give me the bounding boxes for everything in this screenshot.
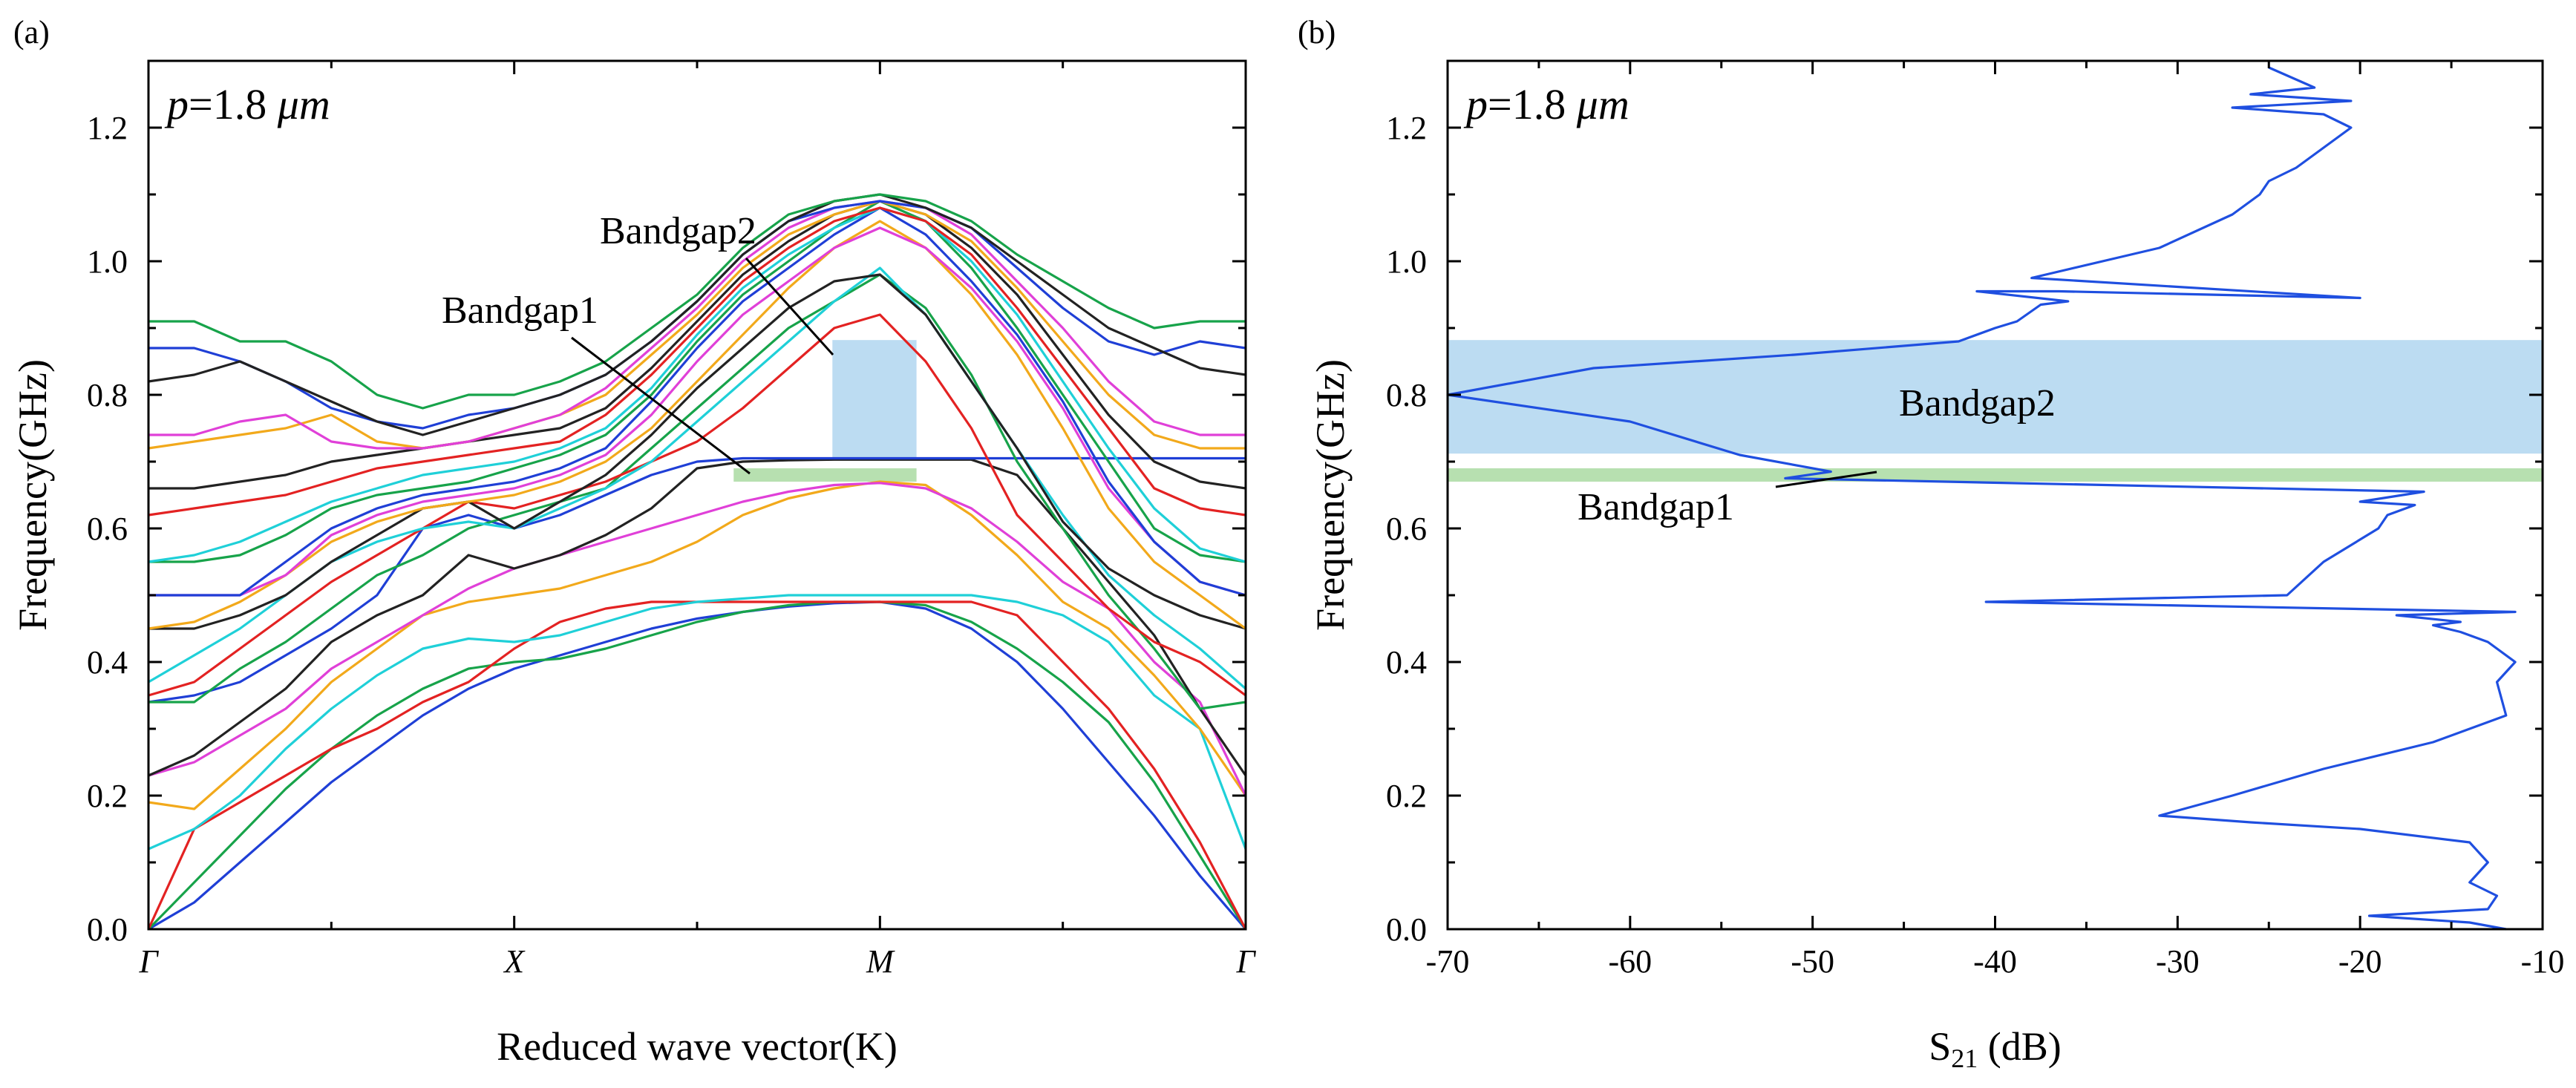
panel-b-xlabel-rest: (dB) (1978, 1024, 2061, 1069)
panel-a-bandgap-1 (733, 468, 917, 482)
panel-a-bandgaps (733, 340, 917, 482)
panel-a-bandgap1-label: Bandgap1 (442, 289, 598, 332)
panel-b-x-tick-label: -70 (1426, 943, 1470, 980)
panel-a-band-line-16 (148, 200, 1246, 563)
panel-a-bandgap1-leader (571, 336, 751, 475)
panel-a-band-line-23 (148, 193, 1246, 436)
panel-a-y-tick-label: 0.0 (87, 911, 128, 948)
panel-a-param-unit: μm (277, 80, 330, 128)
panel-b-annotations: Bandgap2 Bandgap1 (1578, 382, 2056, 528)
panel-a-band-line-6 (148, 482, 1247, 796)
panel-b-series (1446, 66, 2517, 931)
panel-a-label: (a) (13, 14, 50, 50)
panel-a-band-line-14 (148, 226, 1246, 597)
panel-a-y-tick-label: 0.4 (87, 644, 128, 681)
panel-a-band-line-8 (148, 456, 1246, 704)
panel-a-band-line-1 (148, 600, 1247, 931)
panel-b-x-tick-label: -60 (1609, 943, 1653, 980)
panel-a-bandgap2-label: Bandgap2 (600, 210, 756, 252)
panel-b-bandgap1-leader (1775, 471, 1877, 488)
panel-a-parameter: p=1.8 μm (164, 80, 330, 128)
panel-b-x-axis-label: S21 (dB) (1929, 1024, 2062, 1073)
panel-b-x-tick-label: -10 (2521, 943, 2565, 980)
panel-b-x-tick-label: -40 (1973, 943, 2017, 980)
panel-b-y-tick-label: 0.2 (1386, 778, 1427, 814)
panel-b-y-tick-label: 0.4 (1386, 644, 1427, 681)
panel-a-band-line-13 (148, 220, 1246, 630)
panel-a-band-line-10 (148, 313, 1246, 697)
panel-b-ticks: 0.0 0.2 0.4 0.6 0.8 1.0 1.2 -70 -60 -50 -40 -30 -20 -… (1386, 61, 2564, 980)
panel-a-y-tick-label: 0.6 (87, 511, 128, 547)
panel-a-band-line-20 (148, 200, 1246, 450)
panel-b-x-tick-label: -50 (1791, 943, 1834, 980)
panel-a-x-tick-label: Γ (138, 943, 159, 980)
panel-a-y-tick-label: 1.2 (87, 110, 128, 146)
panel-a-y-tick-label: 0.2 (87, 778, 128, 814)
panel-a-band-line-19 (148, 200, 1246, 490)
panel-a-band-line-18 (148, 206, 1246, 517)
panel-a-band-line-9 (148, 273, 1246, 710)
panel-b-s21-line (1446, 66, 2517, 931)
panel-a-y-tick-label: 1.0 (87, 243, 128, 280)
panel-a-param-text: =1.8 (189, 80, 278, 128)
panel-b-y-axis-label: Frequency(GHz) (1308, 359, 1353, 631)
panel-b-y-tick-label: 0.8 (1386, 377, 1427, 413)
panel-b-y-tick-label: 0.6 (1386, 511, 1427, 547)
panel-a-band-line-4 (148, 594, 1247, 851)
panel-a-band-line-12 (148, 273, 1246, 630)
panel-b-x-tick-label: -20 (2338, 943, 2382, 980)
panel-a-x-tick-label: X (503, 943, 526, 980)
panel-b-y-tick-label: 1.0 (1386, 243, 1427, 280)
panel-b-param-var: p (1463, 80, 1488, 128)
panel-b-bandgap1-label: Bandgap1 (1578, 486, 1734, 528)
panel-a-band-line-24 (148, 193, 1246, 410)
panel-b-xlabel-sub: 21 (1951, 1043, 1978, 1073)
panel-a-series (147, 193, 1247, 931)
panel-b-y-tick-label: 0.0 (1386, 911, 1427, 948)
panel-b-bandgap-2 (1448, 340, 2543, 454)
panel-b: (b) Bandgap2 Bandgap1 0.0 0.2 0.4 0.6 0.8 1.0 1… (1298, 14, 2564, 1073)
panel-a-param-var: p (164, 80, 189, 128)
panel-a-ticks: 0.0 0.2 0.4 0.6 0.8 1.0 1.2 Γ X M Γ (87, 61, 1256, 980)
panel-b-parameter: p=1.8 μm (1463, 80, 1629, 128)
panel-a-bandgap-2 (832, 340, 917, 459)
panel-a-band-line-21 (148, 200, 1246, 450)
panel-a-x-axis-label: Reduced wave vector(K) (497, 1024, 898, 1069)
panel-b-param-unit: μm (1576, 80, 1629, 128)
panel-a-bandgap2-leader (745, 257, 834, 356)
panel-a-x-tick-label: M (866, 943, 895, 980)
panel-b-xlabel-main: S (1929, 1024, 1951, 1069)
panel-a-band-line-5 (148, 480, 1247, 810)
panel-b-bandgap-1 (1448, 468, 2543, 482)
panel-b-bandgap2-label: Bandgap2 (1899, 382, 2056, 425)
panel-b-label: (b) (1298, 14, 1336, 50)
panel-a-band-line-15 (148, 206, 1246, 597)
panel-b-y-tick-label: 1.2 (1386, 110, 1427, 146)
panel-a-y-tick-label: 0.8 (87, 377, 128, 413)
panel-a-y-axis-label: Frequency(GHz) (10, 359, 55, 631)
panel-b-x-tick-label: -30 (2156, 943, 2200, 980)
panel-b-bandgaps (1448, 340, 2543, 482)
panel-a-x-tick-label: Γ (1235, 943, 1256, 980)
panel-b-param-text: =1.8 (1488, 80, 1577, 128)
panel-a-band-line-2 (147, 600, 1247, 931)
panel-a-band-line-17 (148, 206, 1246, 563)
